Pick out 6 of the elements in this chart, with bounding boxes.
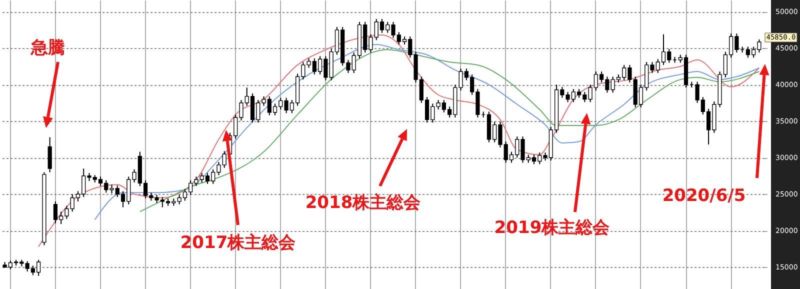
annotation: 2017株主総会 [180,233,297,253]
annotation: 2020/6/5 [662,186,746,206]
annotation: 2019株主総会 [494,218,611,238]
candlestick [48,136,52,173]
annotation: 急騰 [30,38,65,58]
annotation: 2018株主総会 [305,193,422,213]
